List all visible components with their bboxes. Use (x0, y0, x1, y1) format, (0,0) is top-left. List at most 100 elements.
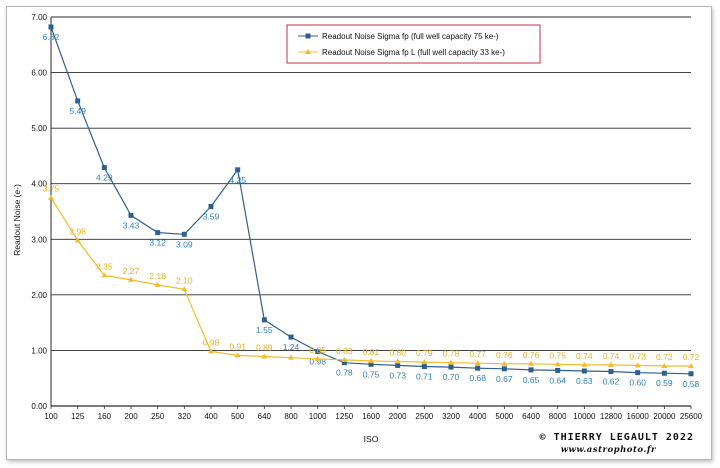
x-tick-label: 400 (204, 412, 218, 421)
y-tick-label: 4.00 (31, 180, 47, 189)
x-tick-label: 2500 (415, 412, 433, 421)
data-label: 2.10 (176, 275, 193, 285)
data-point (181, 231, 187, 237)
series-1-line (50, 26, 692, 375)
data-label: 3.59 (203, 211, 220, 221)
data-label: 0.65 (523, 375, 540, 385)
x-tick-label: 640 (258, 412, 272, 421)
x-tick-label: 8000 (549, 412, 567, 421)
data-label: 0.78 (443, 349, 460, 359)
data-label: 0.70 (443, 372, 460, 382)
data-point (101, 272, 108, 278)
data-label: 0.63 (576, 376, 593, 386)
data-label: 4.29 (96, 173, 113, 183)
x-tick-label: 5000 (495, 412, 513, 421)
data-point (501, 366, 507, 372)
data-label: 6.82 (43, 32, 60, 42)
data-point (421, 364, 427, 370)
x-tick-label: 100 (44, 412, 58, 421)
data-label: 0.76 (496, 350, 513, 360)
x-tick-label: 2000 (389, 412, 407, 421)
x-tick-label: 20000 (653, 412, 676, 421)
x-tick-label: 6400 (522, 412, 540, 421)
data-point (154, 281, 161, 287)
data-label: 0.58 (683, 379, 700, 389)
x-tick-label: 16000 (627, 412, 650, 421)
data-point (394, 358, 401, 364)
data-point (261, 353, 268, 359)
data-point (475, 365, 481, 371)
data-label: 0.78 (336, 368, 353, 378)
series-2: 3.75 2.98 2.35 2.27 2.18 2.10 0.98 0.91 0.89 0.85… (43, 184, 700, 368)
data-point (608, 361, 614, 367)
data-label: 3.43 (123, 220, 140, 230)
data-label: 0.91 (229, 341, 246, 351)
credit-website: www.astrophoto.fr (561, 445, 656, 455)
x-tick-label: 1600 (362, 412, 380, 421)
data-label: 5.49 (69, 106, 86, 116)
data-point (368, 357, 374, 363)
data-point (528, 360, 534, 366)
legend-label-series-1: Readout Noise Sigma fp (full well capaci… (322, 32, 499, 41)
x-tick-label: 4000 (469, 412, 487, 421)
data-label: 1.55 (256, 325, 273, 335)
data-label: 0.75 (549, 350, 566, 360)
data-label: 0.81 (363, 347, 380, 357)
legend-box (286, 24, 541, 64)
data-label: 2.27 (123, 266, 140, 276)
x-axis-title: ISO (364, 434, 379, 444)
y-tick-label: 5.00 (31, 124, 47, 133)
chart-frame (6, 6, 712, 460)
data-point (101, 165, 107, 171)
data-point (128, 212, 134, 218)
y-axis-title: Readout Noise (e-) (12, 184, 22, 256)
y-tick-label: 3.00 (31, 235, 47, 244)
x-tick-label: 160 (98, 412, 112, 421)
data-point (554, 361, 561, 367)
x-tick-label: 1000 (309, 412, 327, 421)
data-label: 0.64 (549, 375, 566, 385)
x-tick-label: 200 (124, 412, 138, 421)
data-point (661, 362, 668, 368)
legend: Readout Noise Sigma fp (full well capaci… (286, 24, 541, 64)
data-point (368, 361, 374, 367)
data-label: 0.79 (416, 348, 433, 358)
data-point (261, 317, 267, 323)
data-label: 0.71 (416, 372, 433, 382)
data-label: 2.35 (96, 261, 113, 271)
data-label: 0.72 (683, 352, 700, 362)
data-label: 0.75 (363, 369, 380, 379)
data-point (288, 354, 294, 360)
credit-author: © THIERRY LEGAULT 2022 (540, 432, 694, 443)
data-point (234, 352, 241, 358)
data-point (341, 356, 348, 362)
data-label: 2.18 (149, 271, 166, 281)
x-tick-label: 1250 (335, 412, 353, 421)
data-point (315, 349, 321, 355)
data-point (634, 362, 641, 368)
data-label: 0.72 (656, 352, 673, 362)
data-label: 3.75 (43, 184, 60, 194)
data-point (128, 276, 134, 282)
data-point (688, 371, 694, 377)
data-label: 0.76 (523, 350, 540, 360)
x-tick-label: 800 (284, 412, 298, 421)
x-tick-label: 12800 (600, 412, 623, 421)
data-point (474, 360, 481, 366)
data-point (48, 194, 54, 200)
data-point (581, 368, 587, 374)
y-tick-label: 7.00 (31, 13, 47, 22)
x-tick-label: 25600 (680, 412, 703, 421)
data-point (555, 367, 561, 373)
data-point (75, 98, 81, 104)
data-series: 6.82 5.49 4.29 3.43 3.12 3.09 3.59 4.25 1.55 1.24… (43, 24, 700, 389)
data-label: 0.80 (389, 348, 406, 358)
legend-label-series-2: Readout Noise Sigma fp L (full well capa… (322, 48, 505, 57)
data-label: 0.74 (603, 351, 620, 361)
x-axis-ticks: 100 125 160 200 250 320 400 500 640 800 1000 1250 16… (44, 406, 703, 421)
data-point (448, 364, 454, 370)
data-point (314, 355, 321, 361)
data-label: 0.68 (469, 373, 486, 383)
y-tick-label: 0.00 (31, 402, 47, 411)
